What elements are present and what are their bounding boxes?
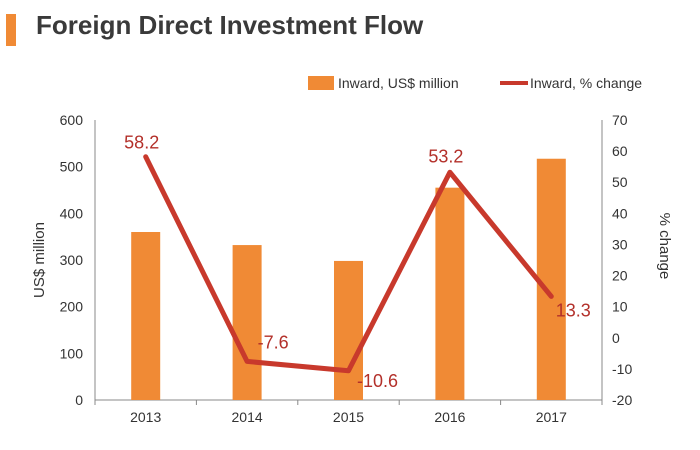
line-point: [447, 170, 452, 175]
x-tick-label: 2014: [232, 409, 263, 425]
bar: [536, 158, 566, 400]
y-tick-label: 600: [60, 112, 84, 128]
y2-tick-label: 40: [612, 205, 628, 221]
legend-swatch-bar: [308, 76, 334, 90]
x-tick-label: 2016: [434, 409, 465, 425]
page-title: Foreign Direct Investment Flow: [36, 10, 424, 40]
legend-label-bar: Inward, US$ million: [338, 75, 459, 91]
title-accent-bar: [6, 14, 16, 46]
line-point: [549, 294, 554, 299]
x-tick-label: 2013: [130, 409, 161, 425]
y-axis-title: US$ million: [31, 222, 48, 298]
y2-tick-label: 60: [612, 143, 628, 159]
y2-tick-label: 50: [612, 174, 628, 190]
y2-tick-label: 70: [612, 112, 628, 128]
data-label: 13.3: [556, 300, 591, 320]
y2-tick-label: 10: [612, 299, 628, 315]
y2-tick-label: 20: [612, 268, 628, 284]
y2-tick-label: 30: [612, 236, 628, 252]
y-tick-label: 0: [75, 392, 83, 408]
y-tick-label: 500: [60, 159, 84, 175]
line-point: [143, 154, 148, 159]
data-label: -10.6: [357, 371, 398, 391]
bar: [131, 232, 161, 400]
y-tick-label: 300: [60, 252, 84, 268]
line-point: [346, 368, 351, 373]
data-label: 58.2: [124, 133, 159, 153]
x-tick-label: 2015: [333, 409, 364, 425]
y2-axis-title: % change: [656, 213, 673, 280]
y-tick-label: 400: [60, 205, 84, 221]
bar: [435, 187, 465, 400]
line-point: [245, 359, 250, 364]
data-label: 53.2: [428, 146, 463, 166]
y2-tick-label: -10: [612, 361, 632, 377]
y2-tick-label: -20: [612, 392, 632, 408]
data-label: -7.6: [258, 332, 289, 352]
y-tick-label: 100: [60, 345, 84, 361]
bar: [334, 260, 363, 400]
legend-label-line: Inward, % change: [530, 75, 642, 91]
y2-tick-label: 0: [612, 330, 620, 346]
x-tick-label: 2017: [536, 409, 567, 425]
y-tick-label: 200: [60, 299, 84, 315]
bar: [232, 245, 262, 400]
